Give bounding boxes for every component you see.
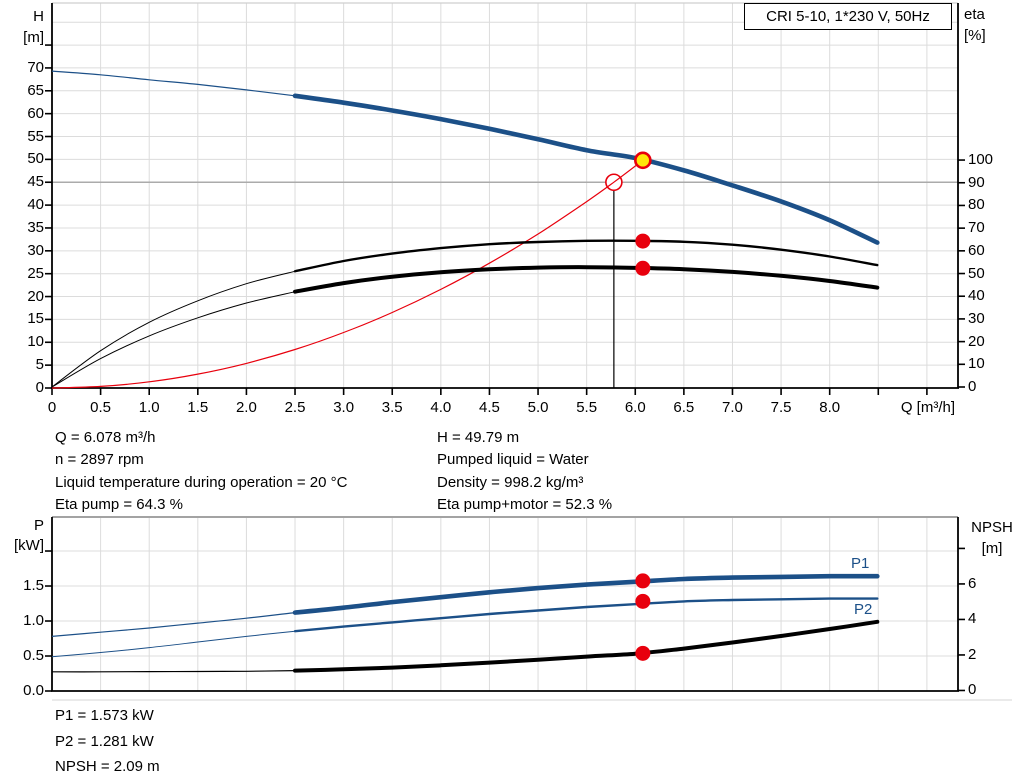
eta-axis-label: eta [%] bbox=[964, 4, 1019, 46]
eta-pump-motor-point-marker bbox=[635, 260, 651, 276]
pump-curve-highlighted bbox=[292, 93, 880, 245]
annotation-line: P1 = 1.573 kW bbox=[55, 707, 154, 724]
annotation-line: Density = 998.2 kg/m³ bbox=[437, 473, 584, 491]
pump-curve bbox=[51, 70, 296, 97]
annotation-line: Q = 6.078 m³/h bbox=[55, 429, 156, 446]
p-axis-label: P [kW] bbox=[4, 516, 44, 556]
npsh-axis-unit: [m] bbox=[981, 540, 1003, 557]
p2-curve bbox=[51, 630, 296, 658]
duty-data-right: H = 49.79 m Pumped liquid = Water Densit… bbox=[437, 427, 612, 516]
npsh-axis-name: NPSH bbox=[971, 519, 1013, 536]
operating-point-marker bbox=[634, 151, 652, 170]
eta-pump-curve-highlighted bbox=[293, 239, 879, 273]
p2-point-marker bbox=[635, 593, 651, 609]
p-axis-unit: [kW] bbox=[14, 537, 44, 554]
eta-pump-curve bbox=[51, 270, 296, 388]
annotation-line: Pumped liquid = Water bbox=[437, 451, 589, 469]
annotation-line: Eta pump+motor = 52.3 % bbox=[437, 495, 613, 513]
annotation-line: H = 49.79 m bbox=[437, 429, 520, 446]
p-axis-name: P bbox=[33, 517, 44, 534]
p1-point-marker bbox=[635, 573, 651, 589]
npsh-axis-label: NPSH [m] bbox=[961, 517, 1023, 559]
npsh-point-marker bbox=[635, 645, 651, 661]
power-npsh-data: P1 = 1.573 kW P2 = 1.281 kW NPSH = 2.09 … bbox=[55, 703, 160, 780]
npsh-curve bbox=[51, 670, 296, 673]
annotation-line: P2 = 1.281 kW bbox=[55, 732, 154, 750]
p2-series-label: P2 bbox=[854, 601, 873, 618]
p1-curve-highlighted bbox=[292, 573, 880, 615]
system-curve bbox=[51, 159, 644, 389]
q-axis-label: Q [m³/h] bbox=[900, 399, 955, 416]
annotation-line: NPSH = 2.09 m bbox=[55, 758, 160, 776]
eta-pump-motor-curve bbox=[51, 291, 296, 388]
eta-axis-unit: [%] bbox=[964, 27, 986, 44]
p1-curve bbox=[51, 612, 296, 638]
h-axis-name: H bbox=[33, 8, 44, 25]
eta-pump-motor-curve-highlighted bbox=[293, 265, 880, 294]
eta-pump-point-marker bbox=[635, 233, 651, 249]
chart-title: CRI 5-10, 1*230 V, 50Hz bbox=[766, 8, 930, 25]
annotation-line: Eta pump = 64.3 % bbox=[55, 495, 183, 513]
duty-data-left: Q = 6.078 m³/h n = 2897 rpm Liquid tempe… bbox=[55, 427, 347, 516]
p1-series-label: P1 bbox=[851, 555, 870, 572]
h-axis-label: H [m] bbox=[6, 6, 44, 48]
annotation-line: Liquid temperature during operation = 20… bbox=[55, 473, 348, 491]
chart-title-box: CRI 5-10, 1*230 V, 50Hz bbox=[744, 3, 952, 30]
h-axis-unit: [m] bbox=[23, 29, 44, 46]
p2-curve-highlighted bbox=[293, 597, 879, 633]
annotation-line: n = 2897 rpm bbox=[55, 451, 144, 469]
eta-axis-name: eta bbox=[964, 6, 985, 23]
npsh-curve-highlighted bbox=[293, 619, 880, 673]
